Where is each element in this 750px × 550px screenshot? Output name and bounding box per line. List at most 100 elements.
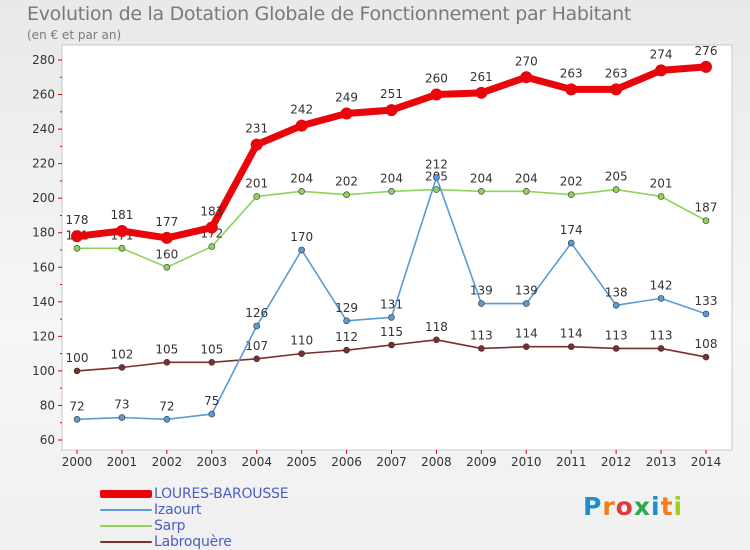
- data-point-izaourt: [118, 414, 126, 421]
- y-tick-label: 200: [32, 191, 55, 205]
- data-point-loures-barousse: [115, 225, 128, 237]
- x-tick-label: 2005: [286, 455, 317, 469]
- data-label-loures-barousse: 251: [380, 87, 403, 101]
- data-label-sarp: 201: [650, 176, 673, 190]
- data-point-sarp: [118, 244, 126, 252]
- x-tick-label: 2013: [646, 455, 677, 469]
- data-point-sarp: [73, 244, 81, 252]
- data-label-labroqu-re: 113: [470, 328, 493, 342]
- data-label-loures-barousse: 177: [155, 215, 178, 229]
- data-point-sarp: [657, 193, 665, 200]
- data-point-loures-barousse: [430, 88, 443, 101]
- data-point-sarp: [253, 193, 261, 200]
- chart-subtitle: (en € et par an): [27, 28, 122, 42]
- data-point-labroqu-re: [118, 364, 126, 371]
- y-tick-label: 180: [32, 226, 55, 240]
- data-point-izaourt: [478, 300, 485, 307]
- data-label-sarp: 204: [380, 171, 403, 185]
- y-tick-label: 120: [32, 329, 55, 343]
- x-tick-label: 2003: [197, 455, 228, 469]
- data-point-sarp: [478, 187, 485, 195]
- data-label-izaourt: 72: [69, 399, 84, 413]
- data-point-labroqu-re: [253, 355, 261, 363]
- data-label-labroqu-re: 118: [425, 320, 448, 334]
- data-label-loures-barousse: 183: [200, 205, 223, 219]
- data-point-loures-barousse: [250, 138, 263, 151]
- data-point-sarp: [343, 191, 350, 199]
- x-tick-label: 2012: [601, 455, 632, 469]
- data-point-labroqu-re: [522, 343, 530, 351]
- data-label-izaourt: 142: [650, 278, 673, 292]
- data-label-izaourt: 174: [560, 223, 583, 237]
- x-tick-label: 2007: [376, 455, 407, 469]
- data-label-loures-barousse: 181: [110, 208, 133, 222]
- legend-swatch: [100, 541, 152, 543]
- y-tick-label: 140: [32, 295, 55, 309]
- data-label-loures-barousse: 249: [335, 91, 358, 105]
- data-point-izaourt: [163, 415, 171, 423]
- data-point-izaourt: [433, 174, 440, 181]
- data-point-labroqu-re: [298, 350, 305, 357]
- data-point-sarp: [522, 187, 530, 195]
- data-label-loures-barousse: 270: [515, 54, 538, 68]
- logo-letter: o: [615, 492, 634, 521]
- data-label-izaourt: 139: [515, 284, 538, 298]
- data-point-sarp: [388, 187, 395, 195]
- x-tick-label: 2010: [511, 455, 542, 469]
- data-point-loures-barousse: [520, 71, 533, 84]
- data-point-izaourt: [567, 239, 575, 247]
- chart-legend: LOURES-BAROUSSE Izaourt Sarp Labroquère: [100, 486, 289, 550]
- y-tick-label: 80: [40, 398, 55, 412]
- data-label-izaourt: 212: [425, 157, 448, 171]
- data-point-labroqu-re: [433, 336, 440, 344]
- chart-title: Evolution de la Dotation Globale de Fonc…: [27, 3, 632, 25]
- legend-item: Izaourt: [100, 502, 288, 518]
- data-label-sarp: 202: [335, 175, 358, 189]
- data-label-sarp: 187: [695, 201, 718, 215]
- data-point-izaourt: [522, 300, 530, 307]
- data-label-labroqu-re: 115: [380, 325, 403, 339]
- data-label-izaourt: 75: [204, 394, 219, 408]
- data-label-labroqu-re: 113: [605, 328, 628, 342]
- data-point-izaourt: [612, 301, 620, 309]
- data-point-loures-barousse: [655, 64, 668, 77]
- data-point-loures-barousse: [160, 231, 173, 244]
- data-label-labroqu-re: 102: [110, 347, 133, 361]
- data-label-loures-barousse: 276: [695, 44, 718, 58]
- data-label-izaourt: 139: [470, 284, 493, 298]
- logo-letter: x: [633, 492, 651, 521]
- data-point-loures-barousse: [475, 86, 488, 99]
- y-tick-label: 160: [32, 260, 55, 274]
- legend-label: Izaourt: [154, 502, 202, 518]
- legend-swatch: [100, 509, 152, 511]
- proxiti-logo: Proxiti: [583, 492, 683, 521]
- y-tick-label: 60: [40, 433, 55, 447]
- legend-swatch: [100, 490, 152, 498]
- x-tick-label: 2002: [152, 455, 183, 469]
- data-point-loures-barousse: [71, 230, 83, 243]
- data-label-izaourt: 72: [159, 399, 174, 413]
- data-label-izaourt: 138: [605, 285, 628, 299]
- data-point-labroqu-re: [657, 345, 665, 352]
- data-point-izaourt: [343, 317, 350, 325]
- data-point-loures-barousse: [385, 104, 398, 117]
- data-point-labroqu-re: [612, 345, 620, 352]
- data-point-sarp: [702, 217, 710, 224]
- data-label-labroqu-re: 113: [650, 328, 673, 342]
- data-label-sarp: 202: [560, 175, 583, 189]
- data-point-izaourt: [657, 295, 665, 302]
- data-label-labroqu-re: 105: [155, 342, 178, 356]
- data-label-sarp: 160: [155, 247, 178, 261]
- data-point-loures-barousse: [340, 107, 353, 120]
- data-point-labroqu-re: [343, 346, 350, 354]
- x-tick-label: 2001: [107, 455, 138, 469]
- x-tick-label: 2009: [466, 455, 497, 469]
- data-label-izaourt: 129: [335, 301, 358, 315]
- data-label-izaourt: 73: [114, 398, 129, 412]
- y-tick-label: 280: [32, 53, 55, 67]
- legend-label: Labroquère: [154, 534, 232, 550]
- data-point-labroqu-re: [73, 367, 81, 375]
- logo-letter: r: [602, 492, 616, 521]
- x-tick-label: 2014: [691, 455, 722, 469]
